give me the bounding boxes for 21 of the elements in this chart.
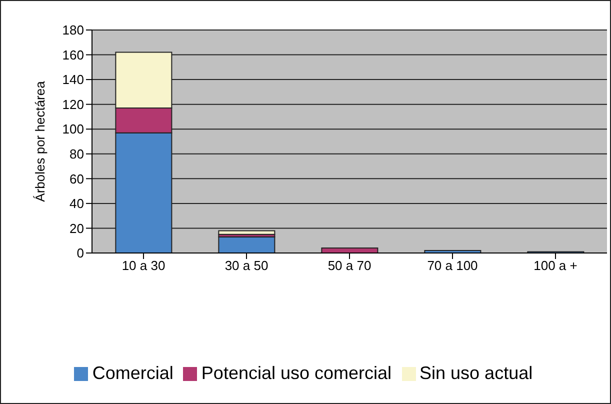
y-tick-label: 0 xyxy=(76,246,84,261)
y-tick-label: 80 xyxy=(70,146,84,162)
y-tick-label: 100 xyxy=(62,122,84,137)
y-tick-label: 20 xyxy=(70,220,84,236)
bar xyxy=(218,236,276,253)
y-tick-label: 160 xyxy=(62,47,84,62)
bar xyxy=(321,248,378,253)
y-tick-label: 60 xyxy=(70,171,84,186)
x-tick-label: 30 a 50 xyxy=(224,258,268,274)
y-tick-label: 120 xyxy=(62,96,84,112)
y-tick-label: 40 xyxy=(70,196,84,212)
x-tick-label: 10 a 30 xyxy=(122,258,166,274)
legend-label: Potencial uso comercial xyxy=(201,363,392,383)
x-tick-label: 50 a 70 xyxy=(328,258,372,274)
x-tick-label: 70 a 100 xyxy=(427,258,478,274)
y-tick-label: 140 xyxy=(62,72,84,88)
y-axis-title: Árboles por hectárea xyxy=(32,80,48,202)
legend-label: Comercial xyxy=(92,363,174,383)
legend-label: Sin uso actual xyxy=(420,363,533,383)
y-tick-label: 180 xyxy=(62,22,84,38)
x-tick-label: 100 a + xyxy=(534,258,578,274)
